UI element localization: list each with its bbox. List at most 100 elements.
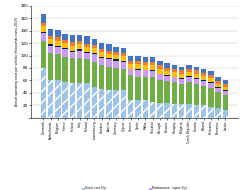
Bar: [150, 70, 155, 71]
Bar: [179, 79, 185, 84]
Bar: [62, 34, 68, 40]
Bar: [194, 79, 199, 84]
Bar: [179, 84, 185, 104]
Bar: [179, 70, 185, 74]
Bar: [106, 67, 112, 90]
Bar: [77, 44, 83, 49]
Bar: [186, 77, 192, 82]
Bar: [208, 88, 214, 107]
Bar: [201, 80, 206, 81]
Bar: [135, 64, 141, 69]
Bar: [216, 108, 221, 118]
Bar: [99, 89, 104, 118]
Bar: [223, 91, 228, 95]
Bar: [84, 59, 90, 83]
Bar: [143, 100, 148, 118]
Bar: [77, 35, 83, 41]
Bar: [179, 78, 185, 79]
Bar: [223, 110, 228, 118]
Bar: [106, 51, 112, 54]
Bar: [164, 71, 170, 75]
Bar: [186, 82, 192, 104]
Bar: [164, 76, 170, 81]
Bar: [194, 84, 199, 105]
Bar: [55, 41, 61, 46]
Bar: [70, 51, 75, 52]
Bar: [121, 61, 126, 62]
Bar: [106, 90, 112, 118]
Bar: [150, 62, 155, 66]
Bar: [41, 41, 46, 68]
Bar: [186, 76, 192, 77]
Bar: [135, 77, 141, 100]
Bar: [128, 60, 133, 64]
Bar: [106, 58, 112, 59]
Bar: [121, 56, 126, 61]
Bar: [121, 53, 126, 56]
Bar: [48, 44, 53, 46]
Bar: [143, 70, 148, 77]
Bar: [179, 104, 185, 118]
Bar: [150, 66, 155, 70]
Bar: [99, 58, 104, 66]
Bar: [92, 54, 97, 62]
Bar: [77, 58, 83, 83]
Bar: [92, 48, 97, 53]
Bar: [41, 23, 46, 26]
Bar: [77, 51, 83, 58]
Bar: [172, 82, 177, 104]
Bar: [194, 67, 199, 70]
Bar: [55, 46, 61, 47]
Bar: [164, 81, 170, 103]
Bar: [41, 14, 46, 23]
Bar: [194, 105, 199, 118]
Bar: [41, 68, 46, 118]
Bar: [106, 54, 112, 58]
Bar: [77, 49, 83, 51]
Bar: [84, 36, 90, 44]
Bar: [70, 42, 75, 46]
Bar: [84, 53, 90, 59]
Bar: [157, 103, 163, 118]
Bar: [150, 71, 155, 77]
Bar: [143, 77, 148, 100]
Bar: [223, 80, 228, 84]
Bar: [99, 57, 104, 58]
Bar: [208, 83, 214, 88]
Bar: [194, 74, 199, 78]
Bar: [179, 74, 185, 78]
Bar: [201, 81, 206, 86]
Bar: [216, 87, 221, 88]
Bar: [150, 77, 155, 102]
Bar: [121, 69, 126, 90]
Bar: [92, 53, 97, 54]
Bar: [48, 53, 53, 80]
Bar: [62, 82, 68, 118]
Bar: [201, 69, 206, 73]
Bar: [121, 48, 126, 53]
Bar: [201, 86, 206, 105]
Bar: [70, 52, 75, 58]
Bar: [41, 33, 46, 41]
Bar: [41, 26, 46, 32]
Bar: [84, 83, 90, 118]
Legend: Driver cost €/yr, Yearly cost of veh.financing & possession €/yr, Fuel cost €/yr: Driver cost €/yr, Yearly cost of veh.fin…: [82, 186, 187, 190]
Bar: [70, 35, 75, 42]
Bar: [194, 70, 199, 74]
Bar: [55, 30, 61, 37]
Y-axis label: Annual operating costs per vehicle (thousands euros 2019): Annual operating costs per vehicle (thou…: [15, 17, 18, 106]
Bar: [201, 105, 206, 118]
Bar: [172, 72, 177, 77]
Bar: [70, 46, 75, 51]
Bar: [150, 57, 155, 62]
Bar: [143, 65, 148, 70]
Bar: [157, 80, 163, 103]
Bar: [135, 70, 141, 77]
Bar: [114, 47, 119, 52]
Bar: [62, 57, 68, 82]
Bar: [84, 52, 90, 53]
Bar: [194, 78, 199, 79]
Bar: [164, 63, 170, 68]
Bar: [164, 103, 170, 118]
Bar: [48, 39, 53, 44]
